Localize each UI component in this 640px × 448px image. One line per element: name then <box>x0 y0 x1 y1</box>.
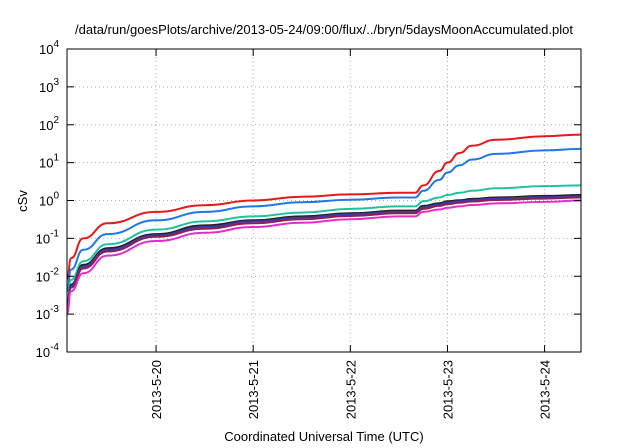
series-group <box>66 133 582 316</box>
x-tick-label: 2013-5-21 <box>246 360 261 419</box>
x-tick-label: 2013-5-24 <box>538 360 553 419</box>
y-axis: 10-4 10-3 10-2 10-1 100 101 102 103 104 <box>36 39 581 360</box>
series-line-1 <box>66 133 582 281</box>
y-tick-label: 104 <box>39 39 59 57</box>
y-tick-label: 10-2 <box>36 266 60 284</box>
y-tick-label: 102 <box>39 115 59 133</box>
series-line-3 <box>66 184 582 304</box>
series-line-6 <box>66 196 582 313</box>
x-tick-label: 2013-5-20 <box>149 360 164 419</box>
x-tick-label: 2013-5-23 <box>440 360 455 419</box>
series-line-5 <box>66 195 582 311</box>
y-tick-label: 10-1 <box>36 228 60 246</box>
y-tick-label: 101 <box>39 153 59 171</box>
y-tick-label: 10-3 <box>36 304 60 322</box>
x-axis-label: Coordinated Universal Time (UTC) <box>224 429 423 444</box>
series-line-2 <box>66 147 582 293</box>
y-axis-label: cSv <box>15 190 30 212</box>
y-tick-label: 103 <box>39 77 59 95</box>
y-tick-label: 10-4 <box>36 342 60 360</box>
series-line-7 <box>66 199 582 316</box>
x-tick-label: 2013-5-22 <box>343 360 358 419</box>
x-axis: 2013-5-20 2013-5-21 2013-5-22 2013-5-23 2013… <box>149 49 553 419</box>
series-line-4 <box>66 194 582 309</box>
chart-title: /data/run/goesPlots/archive/2013-05-24/0… <box>75 22 573 37</box>
y-tick-label: 100 <box>39 191 59 209</box>
